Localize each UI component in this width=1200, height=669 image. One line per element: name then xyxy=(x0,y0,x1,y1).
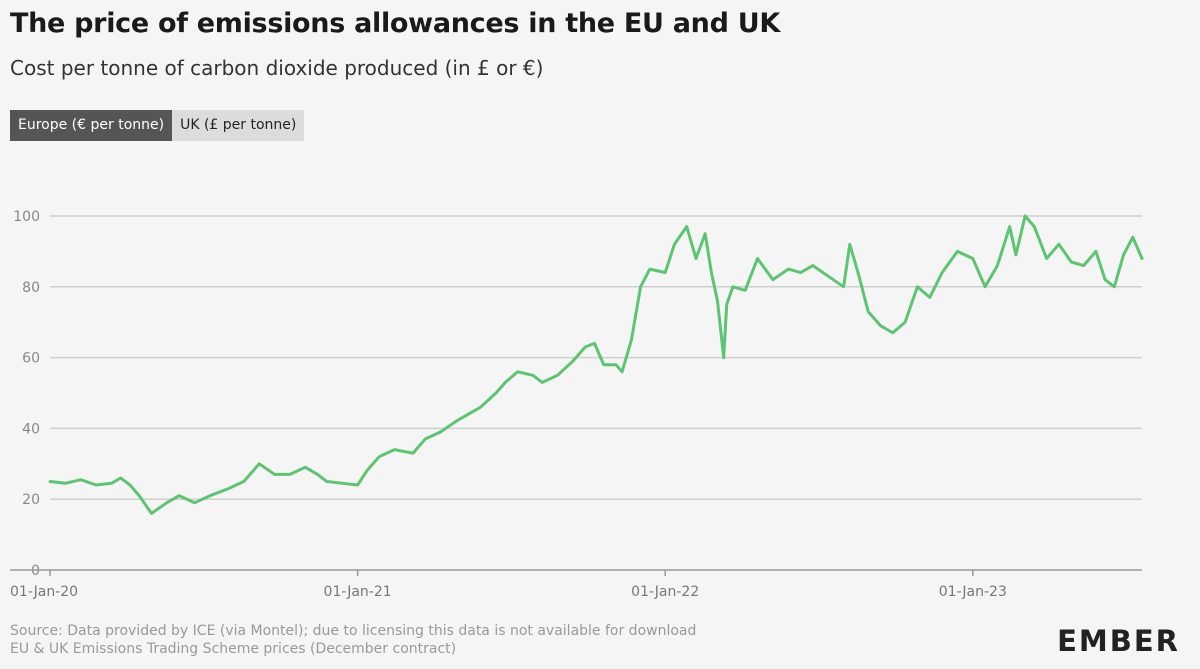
y-tick-label: 20 xyxy=(22,492,40,508)
europe-toggle-button[interactable]: Europe (€ per tonne) xyxy=(10,110,173,141)
chart-footer: Source: Data provided by ICE (via Montel… xyxy=(10,622,696,658)
source-note: Source: Data provided by ICE (via Montel… xyxy=(10,623,697,639)
x-tick-label: 01-Jan-23 xyxy=(939,584,1007,600)
x-tick-label: 01-Jan-20 xyxy=(10,584,78,600)
data-note: EU & UK Emissions Trading Scheme prices … xyxy=(10,641,457,657)
series-toggle-group: Europe (€ per tonne) UK (£ per tonne) xyxy=(10,110,305,141)
x-tick-label: 01-Jan-22 xyxy=(631,584,699,600)
y-tick-label: 40 xyxy=(22,421,40,437)
x-tick-label: 01-Jan-21 xyxy=(324,584,392,600)
y-tick-label: 0 xyxy=(31,563,40,579)
uk-toggle-button[interactable]: UK (£ per tonne) xyxy=(172,110,305,141)
y-tick-label: 80 xyxy=(22,280,40,296)
ember-logo: EMBER xyxy=(1057,624,1180,658)
series-line-europe xyxy=(48,214,1144,515)
y-tick-label: 60 xyxy=(22,351,40,367)
chart-subtitle: Cost per tonne of carbon dioxide produce… xyxy=(10,56,544,80)
y-tick-label: 100 xyxy=(13,209,40,225)
chart-title: The price of emissions allowances in the… xyxy=(10,8,780,39)
price-line-chart: 0 20 40 60 80 100 01-Jan-20 01-Jan-21 01-Jan-22 0… xyxy=(10,209,1144,600)
